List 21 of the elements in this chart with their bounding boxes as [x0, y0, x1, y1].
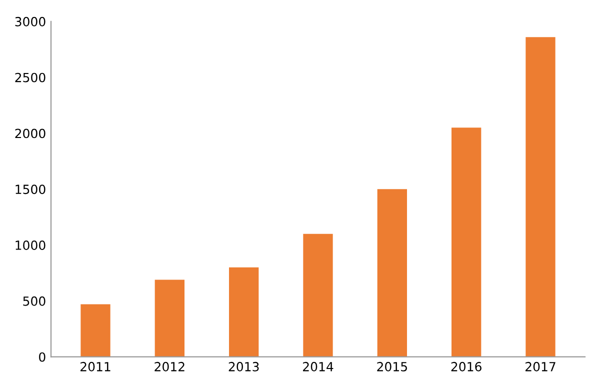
y-tick-label: 2500 [15, 72, 46, 82]
x-tick-label: 2014 [303, 362, 334, 372]
bar [303, 234, 333, 357]
x-tick-label: 2013 [228, 362, 259, 372]
y-tick-label: 0 [39, 352, 46, 362]
bar [452, 128, 482, 357]
y-tick-label: 500 [23, 296, 46, 306]
y-tick-label: 2000 [15, 128, 46, 138]
x-tick-label: 2012 [154, 362, 184, 372]
bar [229, 267, 259, 357]
y-tick-label: 1000 [16, 240, 46, 250]
bar [526, 37, 556, 357]
y-tick-label: 1500 [16, 184, 46, 194]
bar [154, 280, 184, 357]
y-tick-label: 3000 [15, 16, 46, 26]
bar [377, 189, 407, 357]
bar [80, 304, 110, 357]
x-tick-label: 2011 [80, 362, 110, 372]
x-tick-label: 2016 [451, 362, 482, 372]
x-tick-label: 2017 [526, 362, 556, 372]
x-tick-label: 2015 [377, 362, 407, 372]
